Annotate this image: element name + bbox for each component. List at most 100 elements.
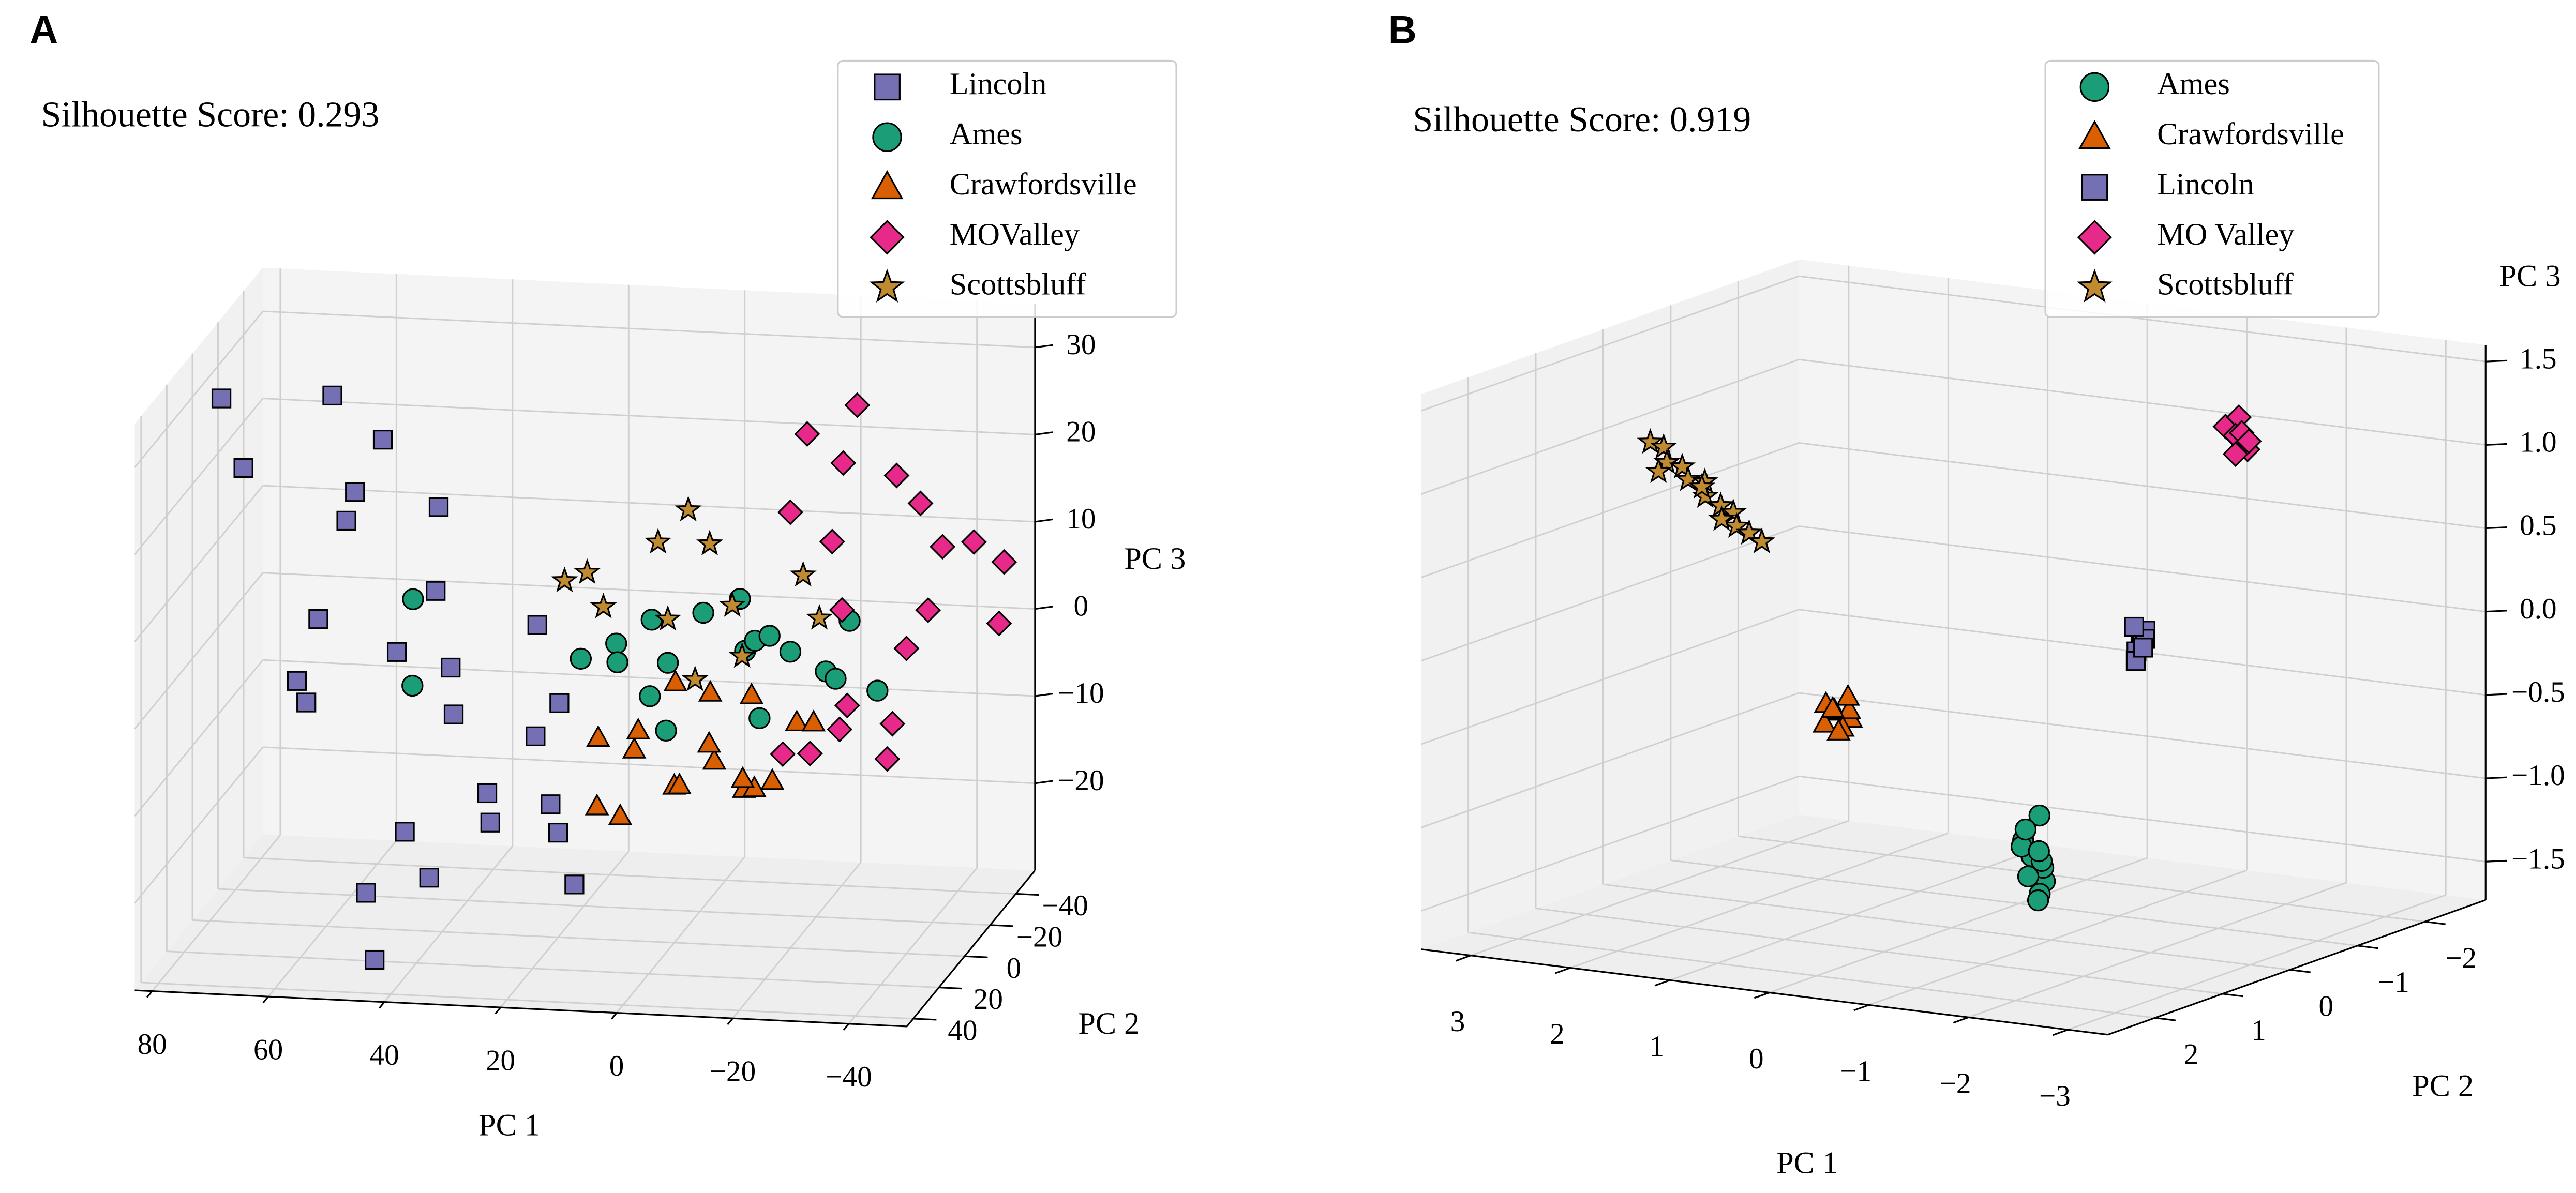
point (622, 736, 647, 759)
grid-line (2068, 894, 2446, 1031)
y-tick-label: 0 (1007, 952, 1022, 985)
x-tick-label: 80 (138, 1028, 167, 1061)
panel-label: A (29, 8, 58, 52)
point (2027, 889, 2049, 912)
grid-line (1420, 275, 1800, 412)
point (692, 601, 714, 624)
point (526, 726, 546, 746)
point (336, 510, 356, 531)
point (2017, 865, 2040, 888)
point (551, 566, 578, 593)
grid-line (263, 310, 1035, 349)
tick-mark (1853, 1004, 1869, 1011)
point (1637, 428, 1664, 454)
point (428, 497, 449, 517)
grid-line (134, 572, 264, 730)
tick-mark (1035, 780, 1053, 784)
grid-line (1868, 869, 2247, 1006)
legend-marker (2081, 174, 2108, 201)
grid-line (1738, 835, 2425, 923)
tick-mark (1754, 991, 1770, 999)
point (730, 766, 755, 788)
point (564, 874, 585, 895)
grid-line (192, 919, 965, 957)
legend-box (837, 59, 1177, 318)
grid-line (263, 398, 1035, 435)
legend-label: Ames (2157, 67, 2230, 101)
grid-line (167, 950, 939, 988)
legend-label: MOValley (950, 217, 1080, 252)
z-tick-label: 20 (1066, 416, 1096, 448)
tick-mark (964, 955, 988, 958)
point (1688, 473, 1716, 499)
x-tick-label: 1 (1650, 1030, 1665, 1063)
point (574, 558, 601, 584)
point (698, 679, 723, 702)
point (844, 392, 871, 418)
tick-mark (990, 924, 1014, 927)
grid-line (1799, 442, 2486, 529)
point (2133, 638, 2153, 658)
tick-mark (1555, 967, 1571, 974)
point (739, 682, 764, 704)
point (1719, 498, 1747, 524)
legend-label: Crawfordsville (2157, 117, 2344, 152)
point (667, 772, 692, 794)
point (702, 748, 727, 770)
grid-line (1799, 692, 2486, 779)
point (441, 657, 461, 678)
y-tick-label: 1 (2251, 1014, 2266, 1047)
point (1748, 527, 1776, 553)
y-tick-label: −2 (2445, 942, 2477, 975)
point (794, 421, 820, 447)
grid-line (1420, 525, 1800, 662)
tick-mark (1035, 344, 1053, 349)
point (639, 685, 661, 707)
point (718, 591, 746, 617)
tick-mark (1015, 893, 1039, 896)
grid-line (1603, 883, 2290, 971)
grid-line (263, 572, 1035, 610)
tick-mark (1035, 518, 1053, 523)
point (697, 731, 722, 753)
x-tick-label: 20 (486, 1044, 515, 1077)
y-tick-label: −1 (2378, 966, 2409, 999)
point (1812, 711, 1837, 733)
legend-label: Ames (950, 117, 1023, 152)
x-tick-label: 3 (1450, 1005, 1465, 1038)
x-tick-label: −2 (1940, 1067, 1971, 1100)
grid-line (134, 485, 264, 642)
point (748, 707, 771, 729)
legend-box (2044, 59, 2380, 318)
tick-mark (2485, 859, 2507, 863)
grid-line (848, 867, 978, 1024)
z-tick-label: 0 (1074, 590, 1089, 623)
legend-label: Scottsbluff (950, 267, 1087, 302)
tick-mark (1035, 606, 1053, 610)
tick-mark (913, 1018, 937, 1021)
tick-mark (2485, 443, 2507, 446)
z-tick-label: 10 (1066, 503, 1096, 535)
point (675, 495, 702, 522)
point (443, 704, 464, 724)
panel-label: B (1388, 8, 1417, 52)
point (372, 430, 393, 450)
tick-mark (1953, 1016, 1969, 1024)
point (1837, 697, 1862, 719)
point (640, 609, 663, 631)
grid-line (1670, 859, 2358, 947)
tick-mark (1035, 692, 1053, 697)
point (585, 793, 609, 816)
y-tick-label: 20 (974, 983, 1003, 1016)
y-tick-label: 40 (948, 1015, 977, 1047)
grid-line (1799, 358, 2486, 446)
point (605, 632, 627, 655)
point (654, 605, 682, 631)
x-tick-label: 60 (253, 1033, 283, 1066)
x-tick-label: 0 (609, 1050, 624, 1082)
tick-mark (262, 996, 269, 1004)
point (1826, 718, 1851, 741)
tick-mark (495, 1007, 501, 1015)
legend-marker (874, 73, 901, 101)
point (1836, 684, 1860, 706)
